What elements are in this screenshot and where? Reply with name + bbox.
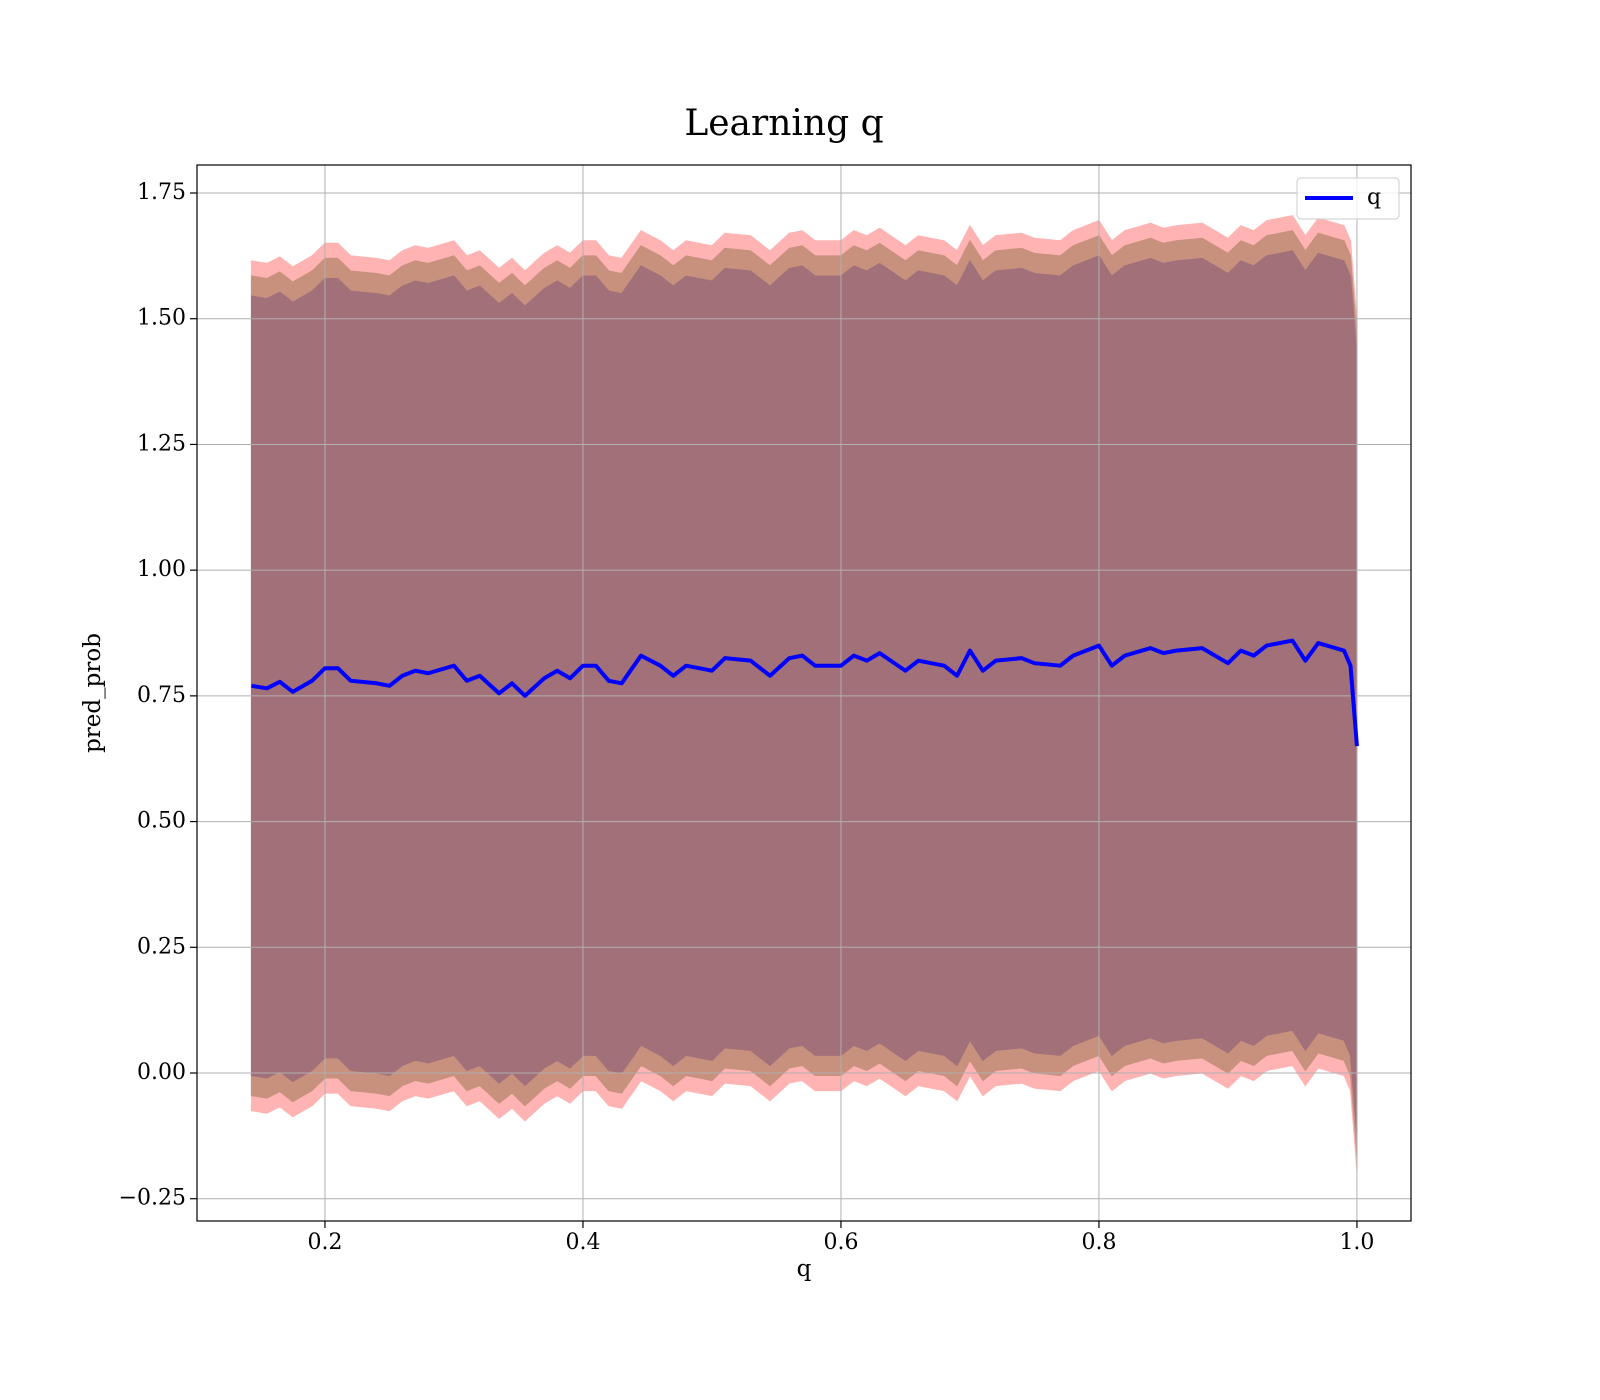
y-tick-label: 1.00 [137,557,186,582]
x-tick-label: 1.0 [1339,1230,1374,1255]
y-tick-label: −0.25 [119,1186,186,1211]
x-tick-label: 0.6 [823,1230,858,1255]
y-tick-label: 1.75 [137,180,186,205]
y-tick-label: 0.75 [137,683,186,708]
x-axis-label: q [797,1256,812,1282]
data-line [251,638,1359,747]
y-tick-label: 1.50 [137,306,186,331]
error-band [250,250,1358,1136]
y-tick-label: 0.25 [137,934,186,959]
chart-title: Learning q [684,103,883,144]
y-tick-label: 1.25 [137,431,186,456]
x-tick-label: 0.8 [1081,1230,1116,1255]
x-tick-label: 0.4 [565,1230,600,1255]
y-tick-label: 0.50 [137,809,186,834]
legend-label: q [1367,185,1381,210]
y-tick-label: 0.00 [137,1060,186,1085]
x-tick-label: 0.2 [307,1230,342,1255]
plot-frame [196,164,1412,1222]
y-axis-label: pred_prob [80,633,106,753]
